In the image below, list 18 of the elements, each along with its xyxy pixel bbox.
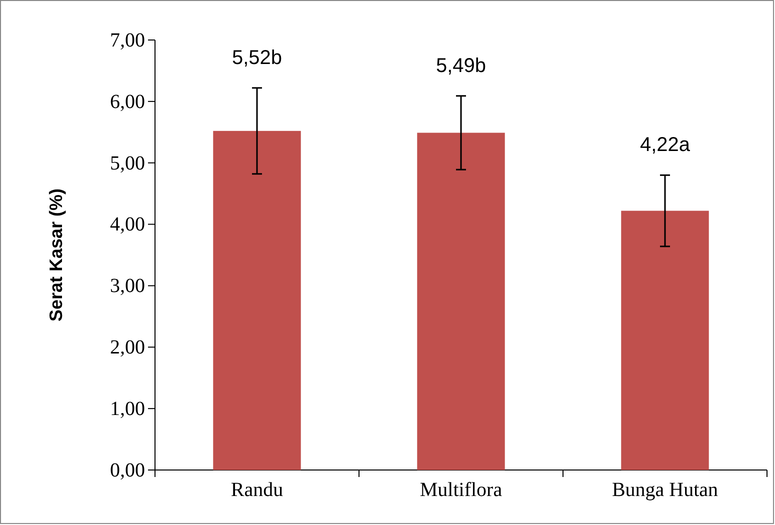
y-tick-label: 7,00 [110, 29, 145, 52]
x-tick-label: Randu [230, 479, 284, 502]
y-tick-label: 4,00 [110, 214, 145, 236]
bar [621, 210, 709, 470]
y-tick-label: 6,00 [110, 90, 145, 113]
bar [417, 132, 505, 470]
y-tick-label: 5,00 [110, 152, 145, 174]
bar [213, 130, 301, 470]
y-tick-label: 0,00 [110, 459, 145, 482]
y-axis-title: Serat Kasar (%) [46, 188, 66, 322]
data-label: 4,22a [640, 134, 691, 156]
y-tick-label: 1,00 [110, 398, 145, 420]
x-tick-label: Bunga Hutan [612, 479, 718, 502]
data-label: 5,52b [232, 46, 282, 69]
y-tick-label: 3,00 [110, 275, 145, 298]
x-tick-label: Multiflora [420, 479, 502, 502]
data-label: 5,49b [436, 54, 486, 77]
y-tick-label: 2,00 [110, 336, 145, 359]
